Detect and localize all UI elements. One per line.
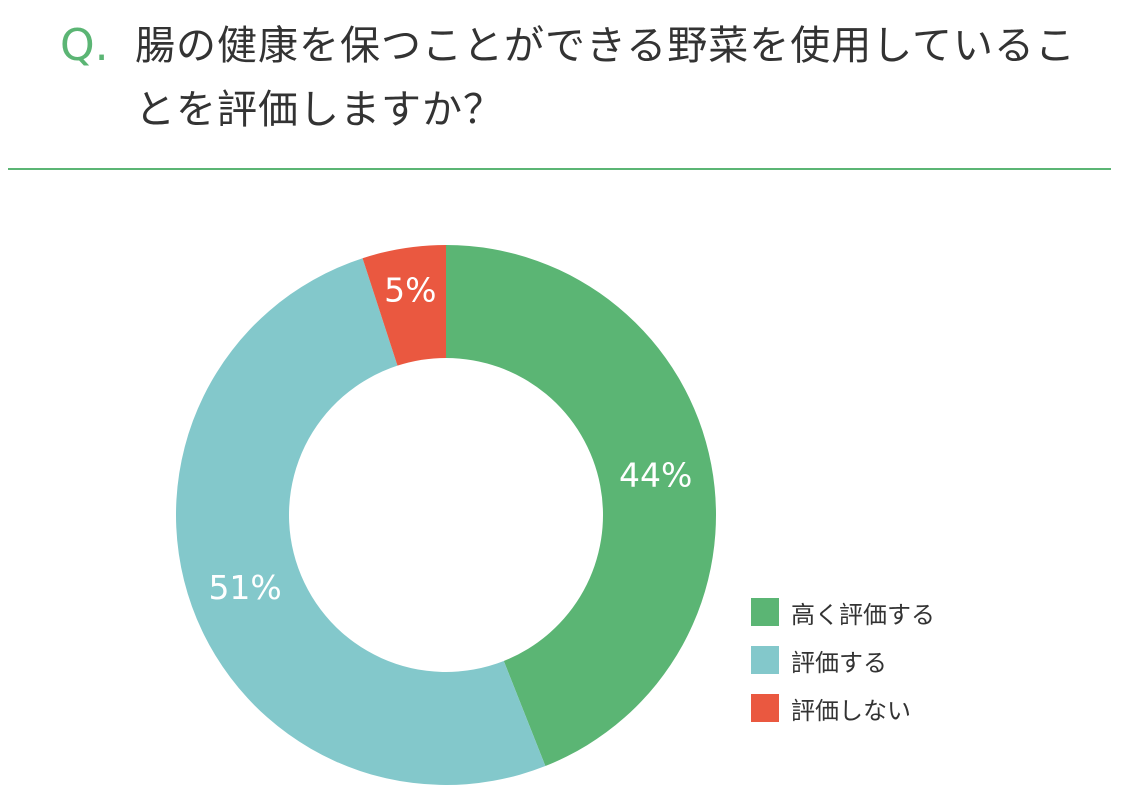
divider <box>8 168 1111 170</box>
donut-slice-low <box>362 245 446 366</box>
question-mark: Q. <box>60 20 109 71</box>
slice-label-mid: 51% <box>208 568 281 607</box>
legend-item-low: 評価しない <box>751 684 935 732</box>
legend-swatch <box>751 694 779 722</box>
legend-label: 評価する <box>791 648 887 677</box>
donut-slice-mid <box>175 258 546 786</box>
legend-swatch <box>751 646 779 674</box>
legend: 高く評価する 評価する評価しない <box>751 588 935 732</box>
slice-label-low: 5% <box>384 270 436 309</box>
slice-label-high: 44% <box>619 455 692 494</box>
legend-item-high: 高く評価する <box>751 588 935 636</box>
legend-swatch <box>751 598 779 626</box>
donut-slice-high <box>446 245 717 767</box>
legend-label: 評価しない <box>791 696 911 725</box>
question-text: 腸の健康を保つことができる野菜を使用していることを評価しますか？ <box>135 23 1076 133</box>
legend-label: 高く評価する <box>791 600 935 629</box>
legend-item-mid: 評価する <box>751 636 935 684</box>
